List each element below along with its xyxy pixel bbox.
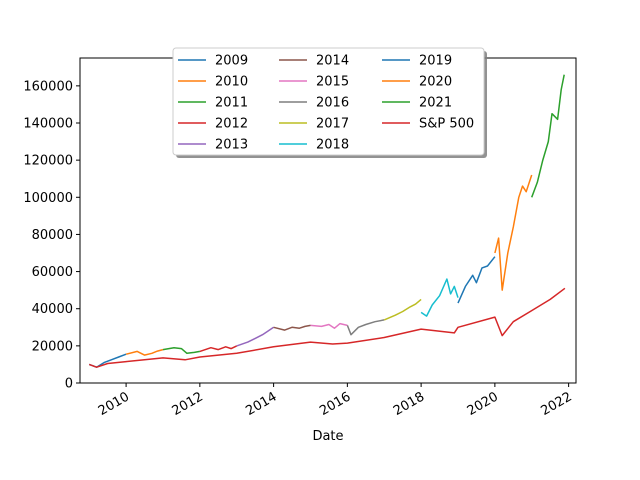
- legend-label: 2013: [215, 138, 248, 153]
- series-line-2013: [236, 326, 275, 347]
- series-line-2012: [199, 345, 238, 353]
- x-tick-label: 2012: [170, 389, 206, 419]
- legend-label: 2018: [316, 138, 349, 153]
- legend-label: 2011: [215, 96, 248, 111]
- y-tick-label: 160000: [23, 79, 73, 94]
- x-axis-title: Date: [312, 429, 343, 444]
- legend-label: 2012: [215, 117, 248, 132]
- y-tick-label: 100000: [23, 191, 73, 206]
- legend-label: 2016: [316, 96, 349, 111]
- legend-label: S&P 500: [419, 117, 474, 132]
- series-line-2017: [383, 298, 422, 321]
- y-tick-label: 60000: [32, 265, 73, 280]
- legend: 2009 2010 2011 2012 2013 2014 2015 2016 2017 2018…: [172, 47, 487, 158]
- series-line-2021: [530, 74, 565, 198]
- y-tick-label: 140000: [23, 117, 73, 132]
- y-tick-label: 0: [65, 377, 73, 392]
- series-line-2015: [310, 322, 348, 329]
- y-axis: 0 20000 40000 60000 80000 100000 120000 140000 1…: [23, 79, 80, 392]
- series-line-2019: [457, 256, 496, 304]
- legend-label: 2015: [316, 75, 349, 90]
- legend-label: 2019: [419, 54, 452, 69]
- series-line-s-p-500: [88, 287, 566, 368]
- y-tick-label: 40000: [32, 302, 73, 317]
- legend-label: 2017: [316, 117, 349, 132]
- series-line-2018: [420, 278, 459, 317]
- y-tick-label: 120000: [23, 154, 73, 169]
- x-tick-label: 2016: [317, 389, 353, 419]
- y-tick-label: 20000: [32, 339, 73, 354]
- series-line-2014: [273, 324, 311, 331]
- series-line-2009: [88, 353, 127, 368]
- y-tick-label: 80000: [32, 228, 73, 243]
- series-layer: [88, 74, 566, 368]
- x-tick-label: 2020: [465, 389, 501, 419]
- legend-label: 2021: [419, 96, 452, 111]
- legend-label: 2009: [215, 54, 248, 69]
- x-tick-label: 2018: [391, 389, 427, 419]
- x-tick-label: 2010: [96, 389, 132, 419]
- series-line-2020: [494, 174, 533, 291]
- series-line-2011: [162, 346, 201, 355]
- legend-label: 2020: [419, 75, 452, 90]
- x-axis: 2010 2012 2014 2016 2018 2020 2022: [96, 383, 575, 419]
- x-tick-label: 2014: [243, 389, 279, 419]
- x-tick-label: 2022: [538, 389, 574, 419]
- legend-box: [172, 47, 485, 156]
- series-line-2016: [346, 319, 385, 336]
- legend-label: 2010: [215, 75, 248, 90]
- legend-label: 2014: [316, 54, 349, 69]
- series-line-2010: [125, 348, 164, 356]
